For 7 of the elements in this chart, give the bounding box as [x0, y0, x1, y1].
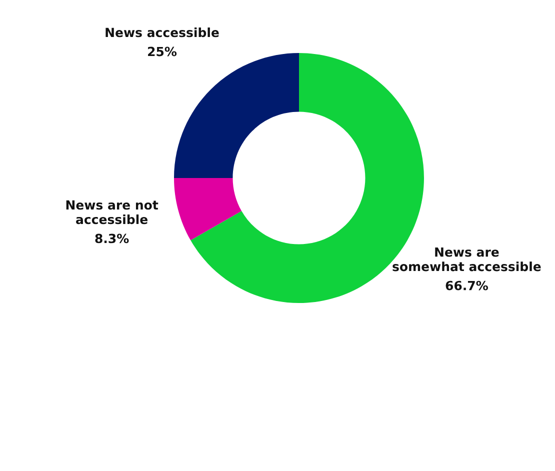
donut-slice — [174, 178, 242, 240]
slice-label: News are somewhat accessible — [392, 247, 541, 272]
data-label: 25% — [148, 46, 177, 56]
data-label: 66.7% — [446, 280, 488, 290]
data-label: 8.3% — [95, 234, 129, 244]
slice-label: News are not accessible — [66, 200, 158, 224]
slice-label: News accessible — [106, 28, 219, 38]
